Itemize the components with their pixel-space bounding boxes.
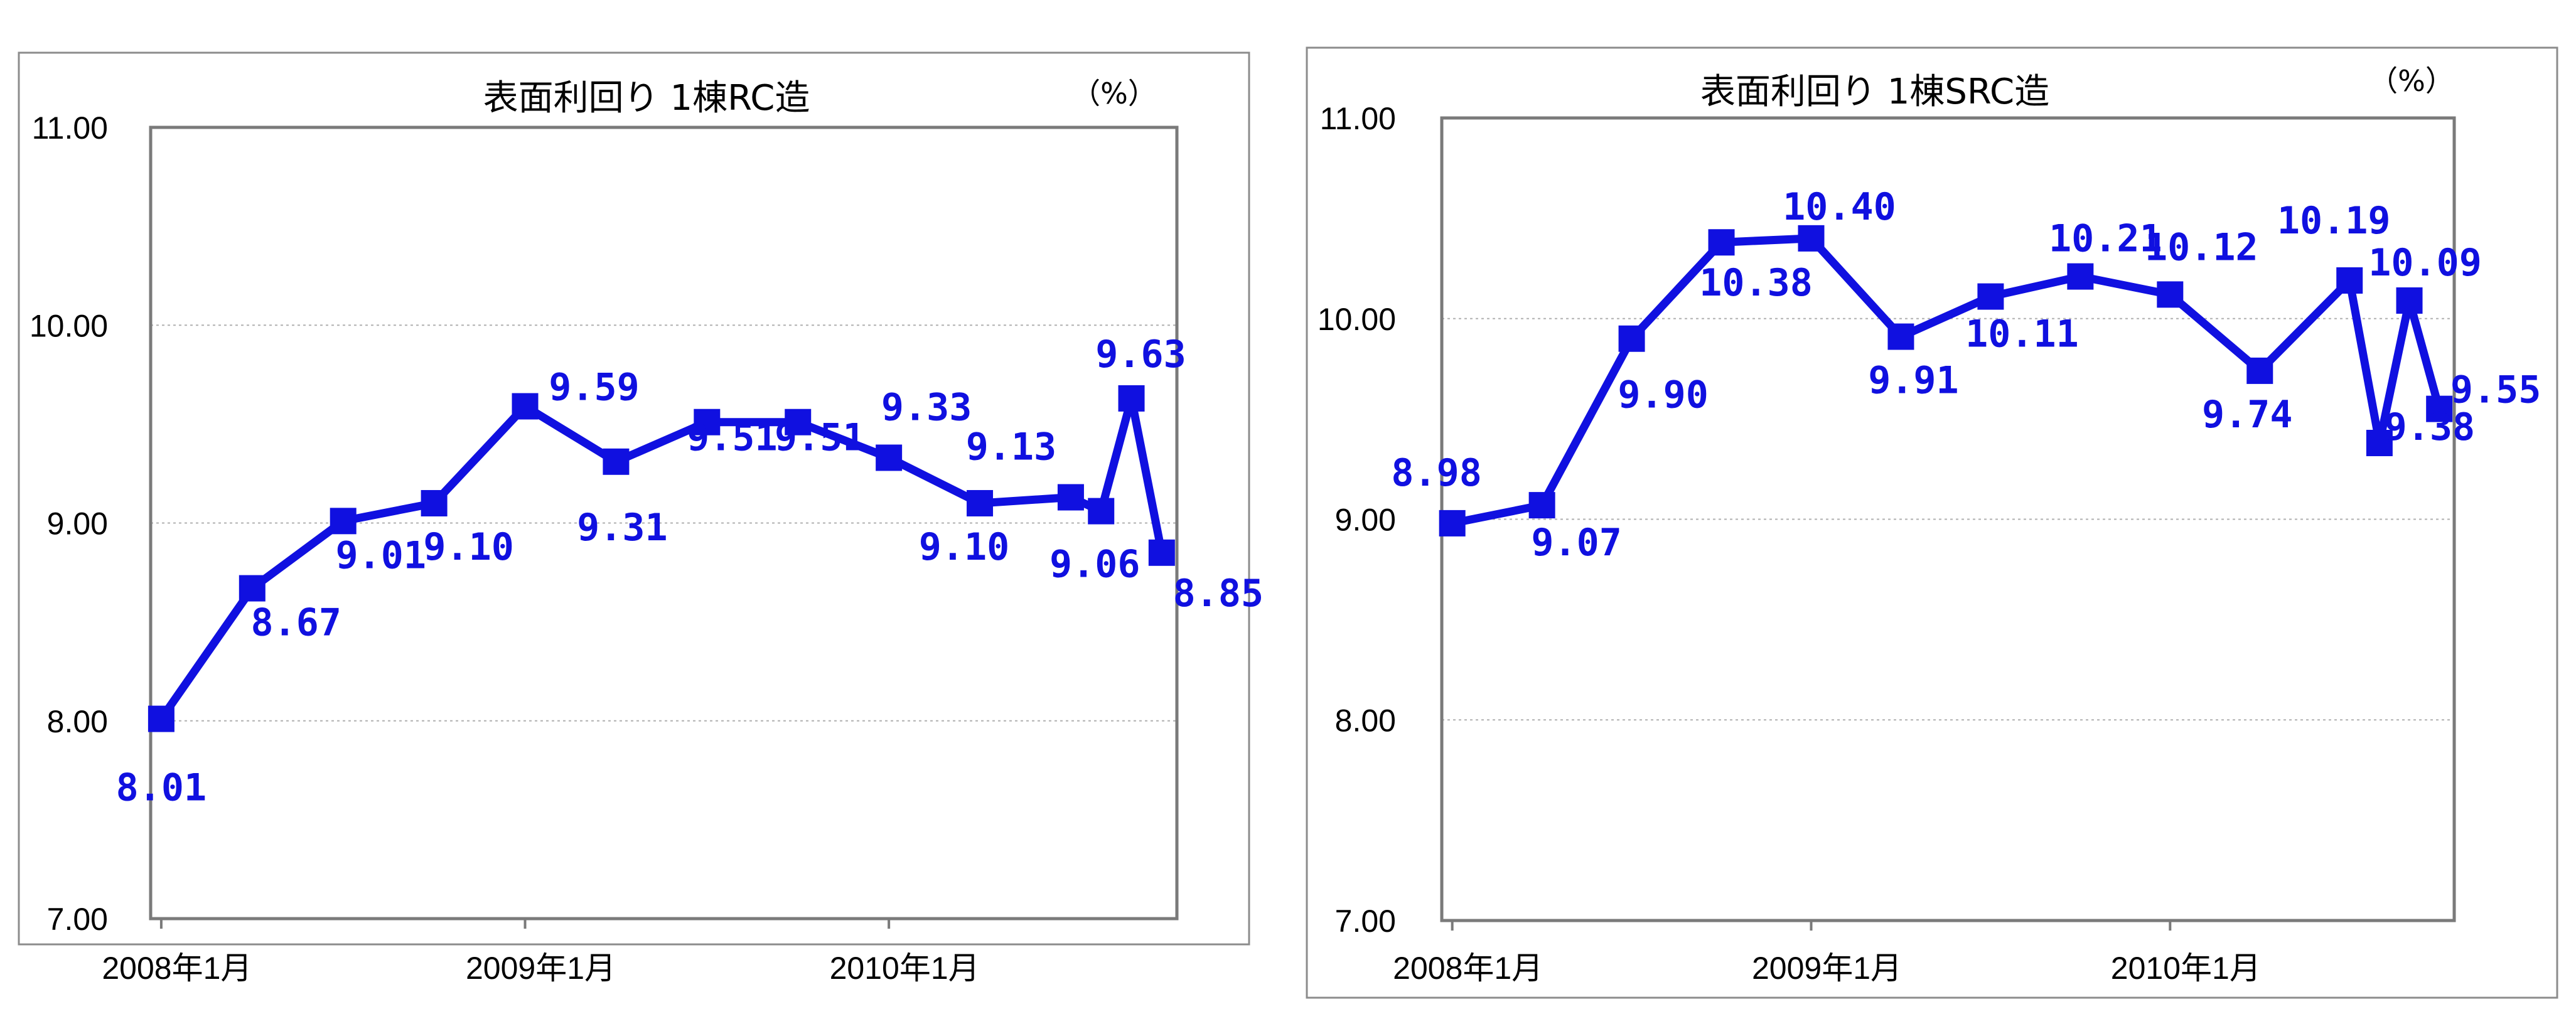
rc-data-label: 9.51: [687, 416, 778, 460]
src-data-label: 10.21: [2049, 217, 2162, 261]
src-x-tick-label: 2010年1月: [2111, 951, 2261, 986]
rc-data-label: 9.01: [335, 533, 426, 577]
src-data-point: [1798, 225, 1825, 252]
src-data-label: 9.91: [1868, 359, 1959, 403]
rc-data-point: [785, 408, 812, 435]
rc-data-label: 8.01: [116, 766, 207, 810]
src-data-point: [1977, 283, 2004, 310]
src-data-point: [2336, 267, 2363, 294]
src-data-label: 9.74: [2202, 393, 2293, 437]
rc-data-label: 9.63: [1095, 333, 1186, 376]
chart-src: 11.00 10.00 9.00 8.00 7.00 2008年1月 2009年1月 2010…: [1288, 0, 2576, 1009]
rc-data-point: [421, 489, 448, 516]
rc-data-point: [876, 444, 903, 471]
src-data-label: 9.07: [1531, 521, 1622, 565]
rc-data-label: 9.13: [966, 425, 1057, 469]
src-y-tick-label: 7.00: [1335, 904, 1396, 939]
rc-data-label: 9.10: [423, 525, 514, 569]
rc-y-tick-label: 8.00: [47, 704, 108, 739]
src-chart-frame: [1306, 46, 2558, 999]
src-data-point: [2366, 429, 2393, 456]
src-series-line: [1451, 234, 2444, 528]
src-y-tick-label: 11.00: [1320, 101, 1396, 136]
src-data-label: 10.38: [1699, 261, 1813, 305]
src-data-point: [1708, 229, 1735, 256]
rc-data-point: [967, 489, 994, 516]
src-data-label: 10.11: [1965, 312, 2079, 356]
rc-data-point: [512, 393, 539, 420]
rc-data-point: [330, 508, 357, 535]
src-data-point: [2157, 281, 2184, 308]
rc-data-label: 9.59: [549, 366, 640, 410]
rc-data-point: [148, 705, 174, 732]
src-unit-label: （%）: [2369, 64, 2454, 98]
rc-data-point: [1148, 539, 1175, 566]
src-data-label: 9.55: [2450, 368, 2541, 412]
src-data-point: [2396, 287, 2423, 314]
rc-data-point: [1118, 385, 1145, 412]
src-data-point: [2426, 395, 2453, 422]
rc-data-label: 9.31: [577, 506, 668, 550]
rc-x-tick-label: 2010年1月: [830, 951, 980, 986]
src-data-label: 9.38: [2385, 405, 2476, 449]
src-data-label: 10.09: [2368, 241, 2482, 285]
chart-rc-svg: 11.00 10.00 9.00 8.00 7.00 2008年1月 2009年1月 2010…: [18, 51, 1264, 986]
rc-y-tick-label: 9.00: [47, 506, 108, 542]
src-y-tick-label: 8.00: [1335, 703, 1396, 738]
rc-data-label: 9.33: [881, 385, 972, 429]
src-chart-title: 表面利回り 1棟SRC造: [1700, 72, 2049, 112]
src-data-label: 10.40: [1783, 185, 1896, 229]
rc-x-tick-label: 2009年1月: [466, 951, 616, 986]
src-x-tick-label: 2009年1月: [1752, 951, 1902, 986]
rc-data-label: 9.10: [919, 525, 1010, 569]
src-data-point: [2067, 263, 2094, 290]
src-y-tick-label: 10.00: [1318, 302, 1396, 337]
rc-data-point: [1088, 498, 1115, 525]
src-data-label: 8.98: [1391, 451, 1482, 495]
rc-unit-label: （%）: [1071, 77, 1157, 110]
rc-data-point: [603, 448, 630, 475]
src-data-label: 10.19: [2277, 199, 2391, 243]
rc-y-tick-label: 11.00: [32, 110, 108, 146]
rc-y-tick-label: 10.00: [30, 308, 108, 343]
rc-data-point: [239, 575, 266, 602]
rc-data-label: 8.67: [251, 601, 342, 645]
src-data-point: [1439, 510, 1466, 537]
src-data-label: 9.90: [1618, 373, 1709, 417]
src-data-point: [2246, 357, 2273, 384]
chart-src-svg: 11.00 10.00 9.00 8.00 7.00 2008年1月 2009年1月 2010…: [1306, 46, 2558, 999]
rc-x-tick-label: 2008年1月: [102, 951, 252, 986]
rc-data-point: [694, 408, 721, 435]
src-data-label: 10.12: [2145, 225, 2258, 269]
rc-y-tick-label: 7.00: [47, 902, 108, 937]
src-y-tick-label: 9.00: [1335, 503, 1396, 538]
rc-data-label: 8.85: [1173, 572, 1264, 616]
src-data-point: [1618, 325, 1645, 352]
rc-data-label: 9.51: [775, 416, 866, 460]
chart-rc: 11.00 10.00 9.00 8.00 7.00 2008年1月 2009年1月 2010…: [18, 51, 1264, 986]
rc-data-point: [1057, 484, 1084, 511]
rc-chart-title: 表面利回り 1棟RC造: [483, 78, 810, 119]
src-x-tick-label: 2008年1月: [1393, 951, 1543, 986]
rc-plot-area: [149, 125, 1179, 921]
src-data-point: [1887, 323, 1914, 350]
src-data-point: [1528, 492, 1555, 519]
rc-data-label: 9.06: [1049, 543, 1140, 587]
